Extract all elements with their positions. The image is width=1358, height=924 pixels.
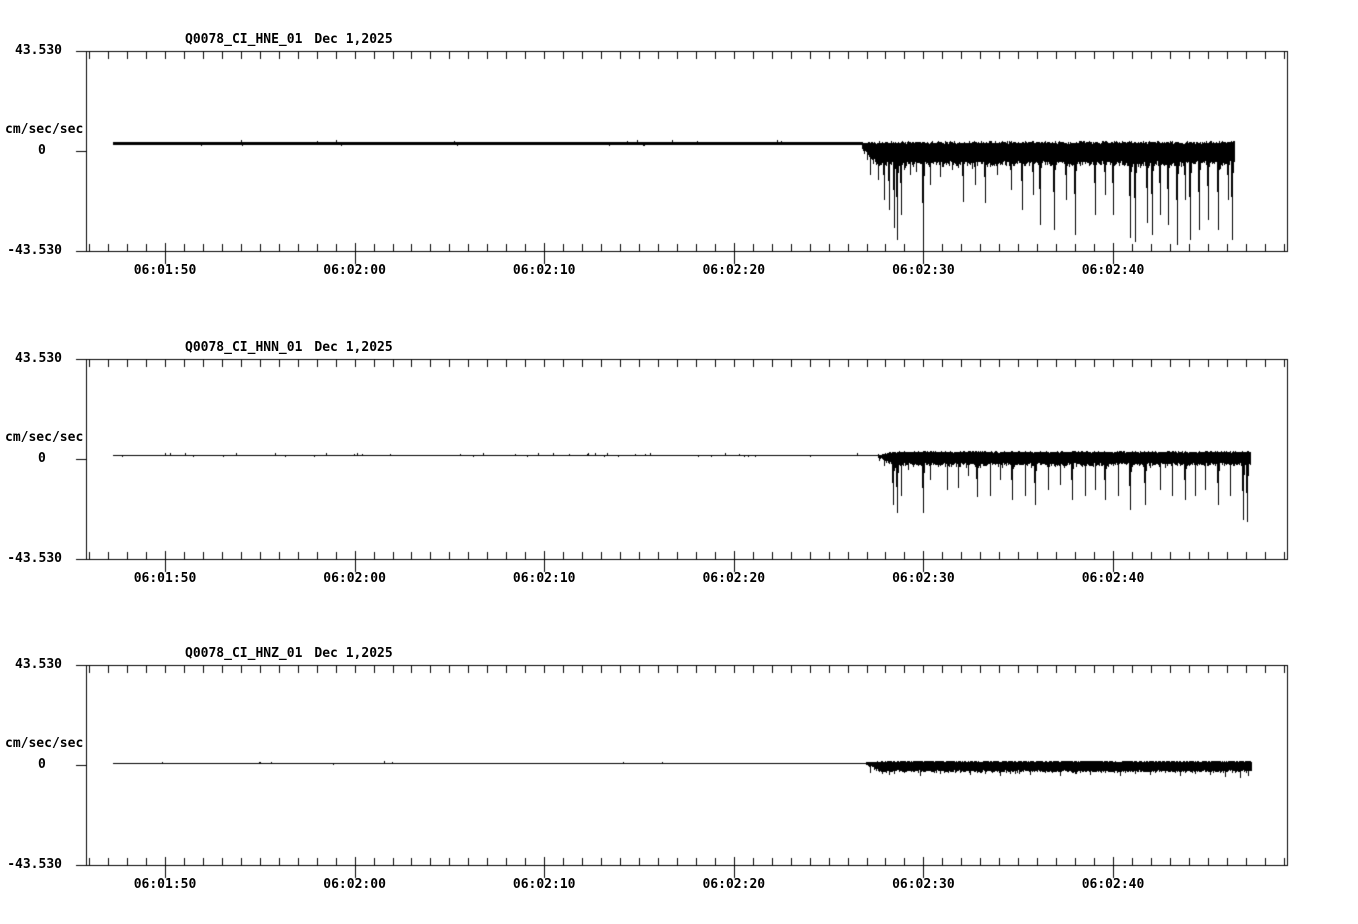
seismogram-canvas bbox=[0, 0, 1358, 924]
seismogram-page: Q0078_CI_HNE_01 Dec 1,2025 43.530 cm/sec… bbox=[0, 0, 1358, 924]
